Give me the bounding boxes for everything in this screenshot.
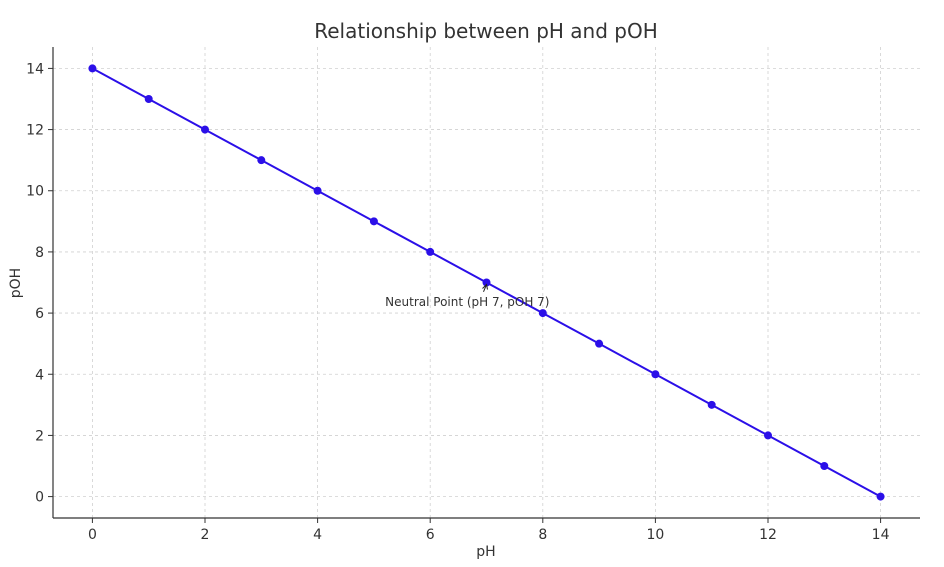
y-tick-label: 2 — [35, 428, 44, 444]
x-tick-label: 2 — [201, 527, 210, 543]
annotation-arrowhead — [482, 283, 488, 290]
annotations: Neutral Point (pH 7, pOH 7) — [385, 283, 550, 309]
annotation-label: Neutral Point (pH 7, pOH 7) — [385, 295, 549, 309]
y-tick-label: 10 — [26, 184, 44, 200]
data-point — [88, 64, 97, 73]
data-point — [144, 94, 153, 103]
annotation-arrow — [483, 284, 487, 293]
y-tick-label: 14 — [26, 61, 44, 77]
y-axis-label: pOH — [8, 268, 24, 298]
series — [88, 64, 885, 501]
x-tick-label: 12 — [759, 527, 777, 543]
data-point — [538, 309, 547, 318]
ticks: 0 2 4 6 8 10 12 14 0 2 4 6 8 10 12 14 — [26, 61, 889, 543]
data-point — [257, 156, 266, 165]
data-point — [876, 492, 885, 501]
x-tick-label: 10 — [646, 527, 664, 543]
x-tick-label: 0 — [88, 527, 97, 543]
y-tick-label: 6 — [35, 306, 44, 322]
data-point — [201, 125, 210, 134]
data-point — [763, 431, 772, 440]
data-point — [426, 247, 435, 256]
data-point — [820, 462, 829, 471]
data-point — [369, 217, 378, 226]
x-tick-label: 14 — [872, 527, 890, 543]
x-tick-label: 8 — [538, 527, 547, 543]
data-point — [651, 370, 660, 379]
axes — [52, 47, 920, 519]
x-tick-label: 6 — [426, 527, 435, 543]
data-point — [595, 339, 604, 348]
y-tick-label: 12 — [26, 123, 44, 139]
data-point — [313, 186, 322, 195]
data-point — [482, 278, 491, 287]
x-tick-label: 4 — [313, 527, 322, 543]
x-axis-label: pH — [476, 544, 495, 560]
y-tick-label: 0 — [35, 490, 44, 506]
chart-title: Relationship between pH and pOH — [314, 19, 658, 43]
grid — [53, 47, 920, 518]
data-point — [707, 400, 716, 409]
y-tick-label: 8 — [35, 245, 44, 261]
y-tick-label: 4 — [35, 367, 44, 383]
